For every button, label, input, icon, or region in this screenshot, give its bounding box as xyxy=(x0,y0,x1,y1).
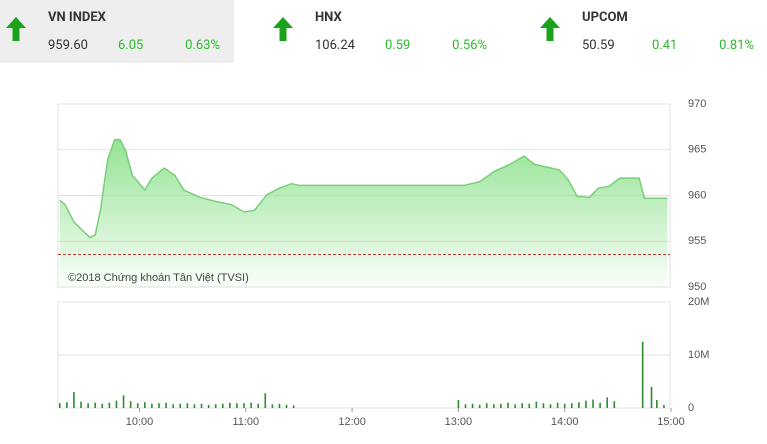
index-value: 106.24 xyxy=(315,38,355,53)
volume-bar xyxy=(528,403,531,408)
volume-bar xyxy=(151,403,153,408)
volume-bar xyxy=(165,402,167,408)
price-line xyxy=(59,138,668,239)
volume-bar xyxy=(101,403,104,408)
volume-bar xyxy=(229,402,231,408)
area-fill xyxy=(59,139,668,287)
volume-bar xyxy=(214,404,217,408)
volume-bar xyxy=(599,402,601,408)
volume-bar xyxy=(656,400,658,408)
index-change: 0.41 xyxy=(652,38,678,53)
volume-bar xyxy=(563,403,566,408)
volume-bar xyxy=(144,402,146,408)
volume-bar xyxy=(236,403,238,408)
y-tick-label: 955 xyxy=(688,235,706,247)
x-tick-label: 14:00 xyxy=(551,416,579,428)
volume-bar xyxy=(485,403,488,408)
volume-bar xyxy=(58,403,61,408)
index-percent: 0.56% xyxy=(452,38,487,53)
index-value: 50.59 xyxy=(582,38,615,53)
volume-bar xyxy=(641,341,644,408)
index-tile: UPCOM 50.59 0.41 0.81% xyxy=(534,0,767,63)
y-tick-label: 965 xyxy=(688,144,706,156)
volume-bar xyxy=(207,404,210,408)
index-tile: VN INDEX 959.60 6.05 0.63% xyxy=(0,0,234,63)
volume-bar xyxy=(136,403,139,408)
index-tile: HNX 106.24 0.59 0.56% xyxy=(267,0,501,63)
volume-bar xyxy=(94,402,97,408)
volume-bar xyxy=(271,404,274,408)
volume-bar xyxy=(457,400,460,408)
volume-bar xyxy=(464,404,467,408)
volume-bar xyxy=(200,403,203,408)
volume-bar xyxy=(500,403,502,408)
volume-bar xyxy=(278,403,281,408)
volume-bar xyxy=(172,404,174,408)
volume-bar xyxy=(193,404,196,408)
index-name: UPCOM xyxy=(582,10,628,25)
y-tick-label: 10M xyxy=(688,349,709,361)
volume-bar xyxy=(507,402,509,408)
volume-bar xyxy=(650,386,653,408)
index-percent: 0.63% xyxy=(185,38,220,53)
volume-bar xyxy=(592,399,594,408)
volume-bar xyxy=(264,393,267,408)
volume-bar xyxy=(663,404,665,408)
volume-bar xyxy=(250,402,252,408)
volume-bar xyxy=(257,403,259,408)
volume-bar xyxy=(613,401,616,408)
volume-bar xyxy=(221,403,224,408)
volume-bar xyxy=(179,403,182,408)
volume-bar xyxy=(478,404,481,408)
index-name: VN INDEX xyxy=(48,10,106,25)
volume-bar xyxy=(129,401,132,408)
x-tick-label: 11:00 xyxy=(232,416,259,428)
volume-bar xyxy=(585,400,587,408)
volume-bar xyxy=(542,403,545,408)
volume-bar xyxy=(80,401,82,408)
volume-bar xyxy=(578,402,580,408)
volume-bar xyxy=(66,402,68,408)
watermark: ©2018 Chứng khoán Tân Việt (TVSI) xyxy=(68,272,249,284)
up-arrow xyxy=(539,16,561,46)
volume-bar xyxy=(535,401,538,408)
index-value: 959.60 xyxy=(48,38,88,53)
volume-bar xyxy=(115,400,118,408)
up-arrow xyxy=(272,16,294,46)
volume-bar xyxy=(285,404,288,408)
volume-bar xyxy=(493,404,495,408)
volume-bar xyxy=(73,392,75,408)
volume-bar xyxy=(514,404,516,408)
y-tick-label: 20M xyxy=(688,296,709,308)
y-tick-label: 970 xyxy=(688,98,706,110)
volume-bar xyxy=(556,402,559,408)
y-tick-label: 0 xyxy=(688,402,694,414)
x-tick-label: 10:00 xyxy=(126,416,154,428)
volume-bar xyxy=(292,405,295,408)
volume-bar xyxy=(521,403,523,408)
volume-bar xyxy=(606,397,609,408)
volume-bar xyxy=(87,403,89,408)
y-tick-label: 960 xyxy=(688,189,706,201)
x-tick-label: 12:00 xyxy=(338,416,366,428)
index-change: 6.05 xyxy=(118,38,144,53)
index-change: 0.59 xyxy=(385,38,411,53)
volume-bar xyxy=(570,403,573,408)
x-tick-label: 13:00 xyxy=(445,416,473,428)
index-percent: 0.81% xyxy=(719,38,754,53)
volume-bar xyxy=(122,395,125,408)
x-tick-label: 15:00 xyxy=(657,416,685,428)
index-name: HNX xyxy=(315,10,342,25)
volume-bar xyxy=(186,403,189,408)
volume-bar xyxy=(549,404,552,408)
volume-bar xyxy=(108,402,111,408)
volume-bar xyxy=(158,403,160,408)
y-tick-label: 950 xyxy=(688,281,706,293)
up-arrow xyxy=(5,16,27,46)
volume-bar xyxy=(471,403,474,408)
volume-bar xyxy=(243,403,245,408)
